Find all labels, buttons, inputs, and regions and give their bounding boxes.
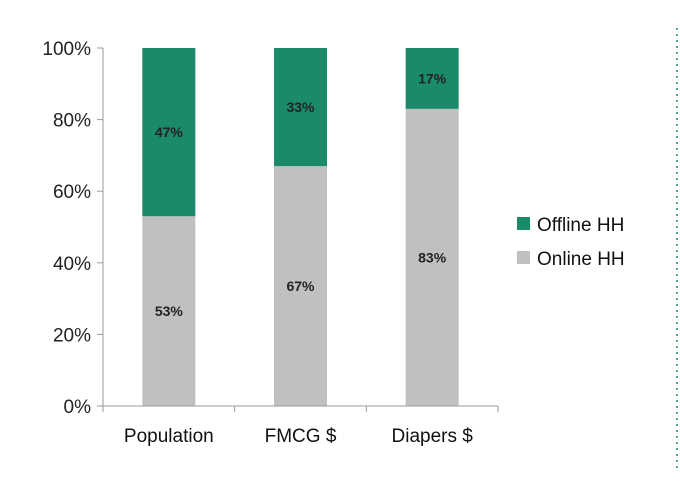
legend-label: Online HH — [537, 249, 625, 270]
bar-online-hh-population — [142, 216, 196, 406]
legend-swatch-online-hh — [517, 251, 530, 264]
y-tick-label: 20% — [53, 325, 91, 346]
legend-swatch-offline-hh — [517, 217, 530, 230]
y-tick-label: 100% — [42, 39, 91, 60]
bar-offline-hh-population — [142, 48, 196, 217]
data-label: 33% — [286, 99, 315, 115]
bar-online-hh-diapers — [405, 108, 459, 407]
bar-offline-hh-fmcg — [274, 48, 327, 167]
data-label: 83% — [418, 249, 447, 265]
data-label: 47% — [155, 124, 184, 140]
y-tick-label: 40% — [53, 254, 91, 275]
x-category-label: Diapers $ — [392, 426, 474, 447]
y-tick-label: 0% — [64, 397, 92, 418]
data-label: 67% — [286, 278, 315, 294]
legend-label: Offline HH — [537, 215, 624, 236]
bar-online-hh-fmcg — [274, 166, 327, 406]
x-category-label: FMCG $ — [265, 426, 337, 447]
data-label: 53% — [155, 303, 184, 319]
bar-offline-hh-diapers — [405, 48, 459, 109]
y-tick-label: 80% — [53, 111, 91, 132]
y-tick-label: 60% — [53, 182, 91, 203]
x-category-label: Population — [124, 426, 214, 447]
data-label: 17% — [418, 70, 447, 86]
